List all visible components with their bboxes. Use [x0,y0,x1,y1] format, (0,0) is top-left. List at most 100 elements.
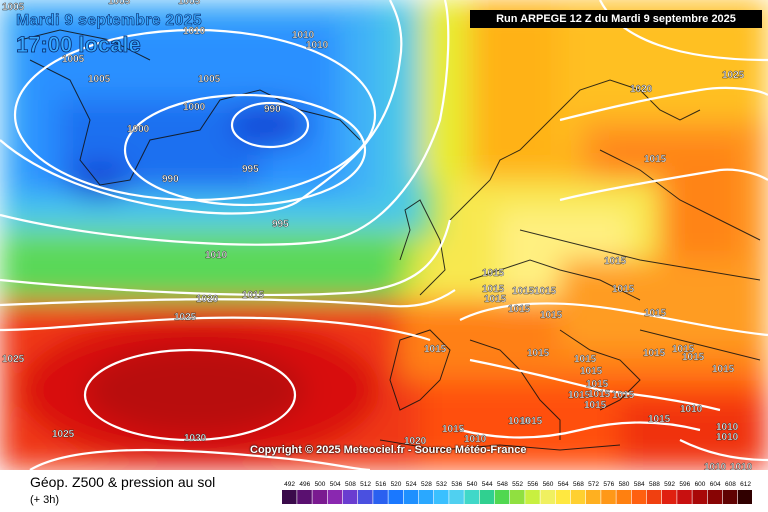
isobar-label: 1015 [712,364,735,375]
scale-tick-label: 600 [695,481,706,488]
scale-swatch [631,490,647,504]
scale-swatch [388,490,403,504]
scale-tick-label: 604 [710,481,721,488]
isobar-label: 1010 [730,462,753,470]
scale-tick-label: 612 [740,481,751,488]
scale-tick-label: 608 [725,481,736,488]
isobar-label: 1005 [62,54,85,65]
isobar-label: 1015 [482,268,505,279]
coastlines [19,29,761,451]
scale-tick-label: 516 [375,481,386,488]
isobar-label: 1015 [527,348,550,359]
isobar-label: 1015 [612,284,635,295]
scale-tick-label: 536 [451,481,462,488]
scale-tick-label: 548 [497,481,508,488]
isobar-label: 1020 [404,436,427,447]
scale-swatch [646,490,662,504]
scale-tick-label: 596 [679,481,690,488]
isobar-label: 1015 [588,389,611,400]
scale-tick-label: 592 [664,481,675,488]
legend-title: Géop. Z500 & pression au sol [30,474,216,490]
scale-swatch [555,490,571,504]
isobar-label: 1010 [680,404,703,415]
isobar-label: 1025 [722,70,745,81]
isobar-label: 1015 [574,354,597,365]
scale-tick-label: 568 [573,481,584,488]
isobar-label: 995 [272,219,289,230]
isobar-labels: 1005 1005 1005 1005 1005 1005 1010 1010 … [2,0,753,470]
legend-subtitle: (+ 3h) [30,494,60,506]
scale-tick-label: 532 [436,481,447,488]
isobar-label: 990 [162,174,179,185]
isobar-label: 1015 [242,290,265,301]
isobar-label: 1010 [292,30,315,41]
scale-swatch [297,490,312,504]
isobar-label: 1010 [306,40,329,51]
scale-swatch [677,490,692,504]
scale-tick-label: 544 [482,481,493,488]
scale-tick-label: 556 [527,481,538,488]
model-run-label: Run ARPEGE 12 Z du Mardi 9 septembre 202… [470,10,762,28]
scale-tick-label: 588 [649,481,660,488]
scale-tick-label: 552 [512,481,523,488]
scale-tick-label: 504 [330,481,341,488]
isobar-label: 1015 [612,390,635,401]
scale-swatch [525,490,540,504]
isobar-label: 1010 [205,250,228,261]
scale-swatch [327,490,343,504]
isobar-label: 1020 [196,294,219,305]
isobar-label: 1000 [183,102,206,113]
scale-tick-label: 524 [406,481,417,488]
scale-tick-label: 528 [421,481,432,488]
isobar-label: 1010 [183,26,206,37]
scale-swatch [616,490,631,504]
isobar-label: 1015 [604,256,627,267]
weather-map: 1005 1005 1005 1005 1005 1005 1010 1010 … [0,0,768,470]
scale-swatch [434,490,449,504]
isobar-label: 1015 [584,400,607,411]
scale-swatch [342,490,358,504]
scale-swatch [662,490,677,504]
isobar-label: 1015 [442,424,465,435]
isobar-label: 1005 [88,74,111,85]
isobar-label: 1005 [178,0,201,7]
isobar-label: 1025 [2,354,25,365]
isobar-label: 1015 [482,284,505,295]
scale-swatch [479,490,495,504]
scale-swatch [510,490,525,504]
isobar-label: 1015 [644,308,667,319]
color-scale: 492 496 500 504 508 512 516 520 524 528 532 536 540 5… [282,481,752,504]
isobar-label: 1010 [704,462,727,470]
isobar-label: 1015 [672,344,695,355]
isobar-label: 1020 [630,84,653,95]
isobar-label: 1025 [174,312,197,323]
isobar-label: 1015 [580,366,603,377]
scale-tick-label: 584 [634,481,645,488]
isobar-label: 1015 [508,304,531,315]
scale-tick-label: 560 [543,481,554,488]
isobar-label: 1010 [716,422,739,433]
scale-swatch [570,490,586,504]
isobar-label: 1015 [644,154,667,165]
scale-swatch [358,490,373,504]
map-time-title: 17:00 locale [16,32,142,58]
isobar-label: 1015 [568,390,591,401]
isobar-label: 1005 [108,0,131,7]
isobar-label: 1015 [682,352,705,363]
scale-tick-label: 564 [558,481,569,488]
scale-swatch [403,490,419,504]
isobar-label: 1005 [198,74,221,85]
scale-swatch [312,490,327,504]
scale-swatch [373,490,388,504]
scale-swatch [449,490,464,504]
isobar-label: 1015 [512,286,535,297]
scale-swatch [418,490,434,504]
scale-tick-label: 496 [299,481,310,488]
isobar-label: 990 [264,104,281,115]
scale-tick-label: 500 [315,481,326,488]
scale-tick-label: 520 [391,481,402,488]
scale-tick-label: 580 [619,481,630,488]
isobar-label: 1015 [586,379,609,390]
scale-swatch [738,490,752,504]
isobar-label: 1030 [184,433,207,444]
